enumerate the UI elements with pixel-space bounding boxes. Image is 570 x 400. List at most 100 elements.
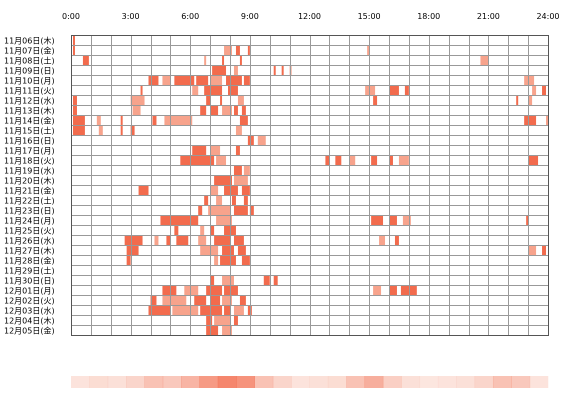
activity-span bbox=[184, 286, 199, 295]
summary-bin bbox=[71, 376, 90, 388]
activity-span bbox=[263, 276, 270, 285]
x-tick-label: 15:00 bbox=[358, 12, 381, 21]
activity-span bbox=[273, 66, 276, 75]
date-label: 12月05日(金) bbox=[4, 326, 55, 336]
activity-span bbox=[216, 196, 223, 205]
activity-span bbox=[198, 206, 203, 215]
activity-span bbox=[200, 226, 205, 235]
activity-span bbox=[120, 116, 123, 125]
activity-span bbox=[72, 96, 77, 105]
activity-span bbox=[526, 216, 529, 225]
activity-span bbox=[237, 96, 244, 105]
activity-span bbox=[335, 156, 342, 165]
activity-span bbox=[237, 246, 246, 255]
activity-span bbox=[542, 86, 547, 95]
activity-span bbox=[210, 146, 221, 155]
activity-span bbox=[204, 56, 207, 65]
activity-span bbox=[162, 296, 187, 305]
activity-span bbox=[208, 206, 230, 215]
summary-bin bbox=[199, 376, 219, 388]
summary-bin bbox=[309, 376, 329, 388]
date-label: 11月20日(木) bbox=[4, 176, 55, 186]
activity-span bbox=[148, 76, 159, 85]
date-label: 11月26日(水) bbox=[4, 236, 55, 246]
activity-span bbox=[222, 276, 234, 285]
activity-span bbox=[164, 116, 193, 125]
activity-span bbox=[148, 306, 171, 315]
date-label: 12月04日(木) bbox=[4, 316, 55, 326]
activity-span bbox=[365, 86, 376, 95]
activity-span bbox=[243, 166, 250, 175]
activity-span bbox=[200, 306, 223, 315]
activity-span bbox=[206, 286, 223, 295]
activity-span bbox=[233, 66, 238, 75]
activity-span bbox=[210, 226, 215, 235]
summary-bin bbox=[401, 376, 421, 388]
activity-span bbox=[210, 276, 215, 285]
activity-span bbox=[224, 306, 230, 315]
summary-bin bbox=[254, 376, 274, 388]
activity-span bbox=[542, 246, 547, 255]
activity-span bbox=[82, 56, 89, 65]
activity-span bbox=[206, 316, 213, 325]
activity-span bbox=[210, 76, 223, 85]
date-label: 12月02日(火) bbox=[4, 297, 55, 306]
date-label: 11月15日(土) bbox=[4, 126, 55, 136]
date-label: 11月12日(水) bbox=[4, 96, 55, 106]
plot-border bbox=[71, 35, 549, 336]
activity-span bbox=[96, 116, 101, 125]
summary-bin bbox=[89, 376, 109, 388]
summary-bin bbox=[511, 376, 531, 388]
activity-span bbox=[140, 86, 143, 95]
activity-span bbox=[402, 216, 411, 225]
activity-span bbox=[371, 156, 378, 165]
activity-span bbox=[235, 146, 240, 155]
activity-span bbox=[233, 206, 248, 215]
summary-bin bbox=[327, 376, 347, 388]
x-tick-labels: 0:00 3:00 6:00 9:00 12:00 15:00 18:00 21:00 24:0… bbox=[62, 12, 560, 21]
date-label: 11月06日(木) bbox=[4, 36, 55, 46]
date-label: 11月16日(日) bbox=[4, 137, 55, 146]
activity-span bbox=[124, 236, 143, 245]
activity-span bbox=[249, 206, 254, 215]
date-label: 11月11日(火) bbox=[4, 87, 55, 96]
activity-span bbox=[325, 156, 330, 165]
activity-span bbox=[130, 126, 135, 135]
summary-bin bbox=[181, 376, 200, 388]
date-label: 11月27日(木) bbox=[4, 246, 55, 256]
activity-span bbox=[400, 286, 417, 295]
summary-bin bbox=[437, 376, 457, 388]
activity-span bbox=[349, 156, 356, 165]
x-tick-label: 12:00 bbox=[298, 12, 321, 21]
activity-span bbox=[532, 86, 537, 95]
x-tick-label: 24:00 bbox=[536, 12, 559, 21]
activity-span bbox=[222, 106, 232, 115]
activity-span bbox=[371, 216, 384, 225]
activity-span bbox=[192, 86, 199, 95]
summary-bin bbox=[529, 376, 549, 388]
activity-span bbox=[180, 156, 215, 165]
activity-span bbox=[516, 96, 519, 105]
activity-span bbox=[214, 316, 230, 325]
activity-span bbox=[226, 76, 242, 85]
activity-span bbox=[367, 46, 370, 55]
date-label: 11月14日(金) bbox=[4, 116, 55, 126]
activity-span bbox=[373, 286, 382, 295]
date-label: 11月30日(日) bbox=[4, 277, 55, 286]
activity-span bbox=[222, 296, 232, 305]
activity-span bbox=[231, 196, 236, 205]
summary-bin bbox=[236, 376, 255, 388]
activity-span bbox=[389, 286, 397, 295]
activity-span bbox=[247, 46, 250, 55]
activity-span bbox=[214, 256, 219, 265]
summary-bin bbox=[456, 376, 476, 388]
activity-span bbox=[273, 276, 278, 285]
activity-span bbox=[220, 96, 223, 105]
activity-span bbox=[130, 96, 145, 105]
activity-span bbox=[72, 116, 85, 125]
activity-span bbox=[214, 236, 230, 245]
date-label: 11月09日(日) bbox=[4, 67, 55, 76]
summary-bin bbox=[144, 376, 164, 388]
activity-span bbox=[528, 156, 539, 165]
activity-span bbox=[172, 306, 199, 315]
